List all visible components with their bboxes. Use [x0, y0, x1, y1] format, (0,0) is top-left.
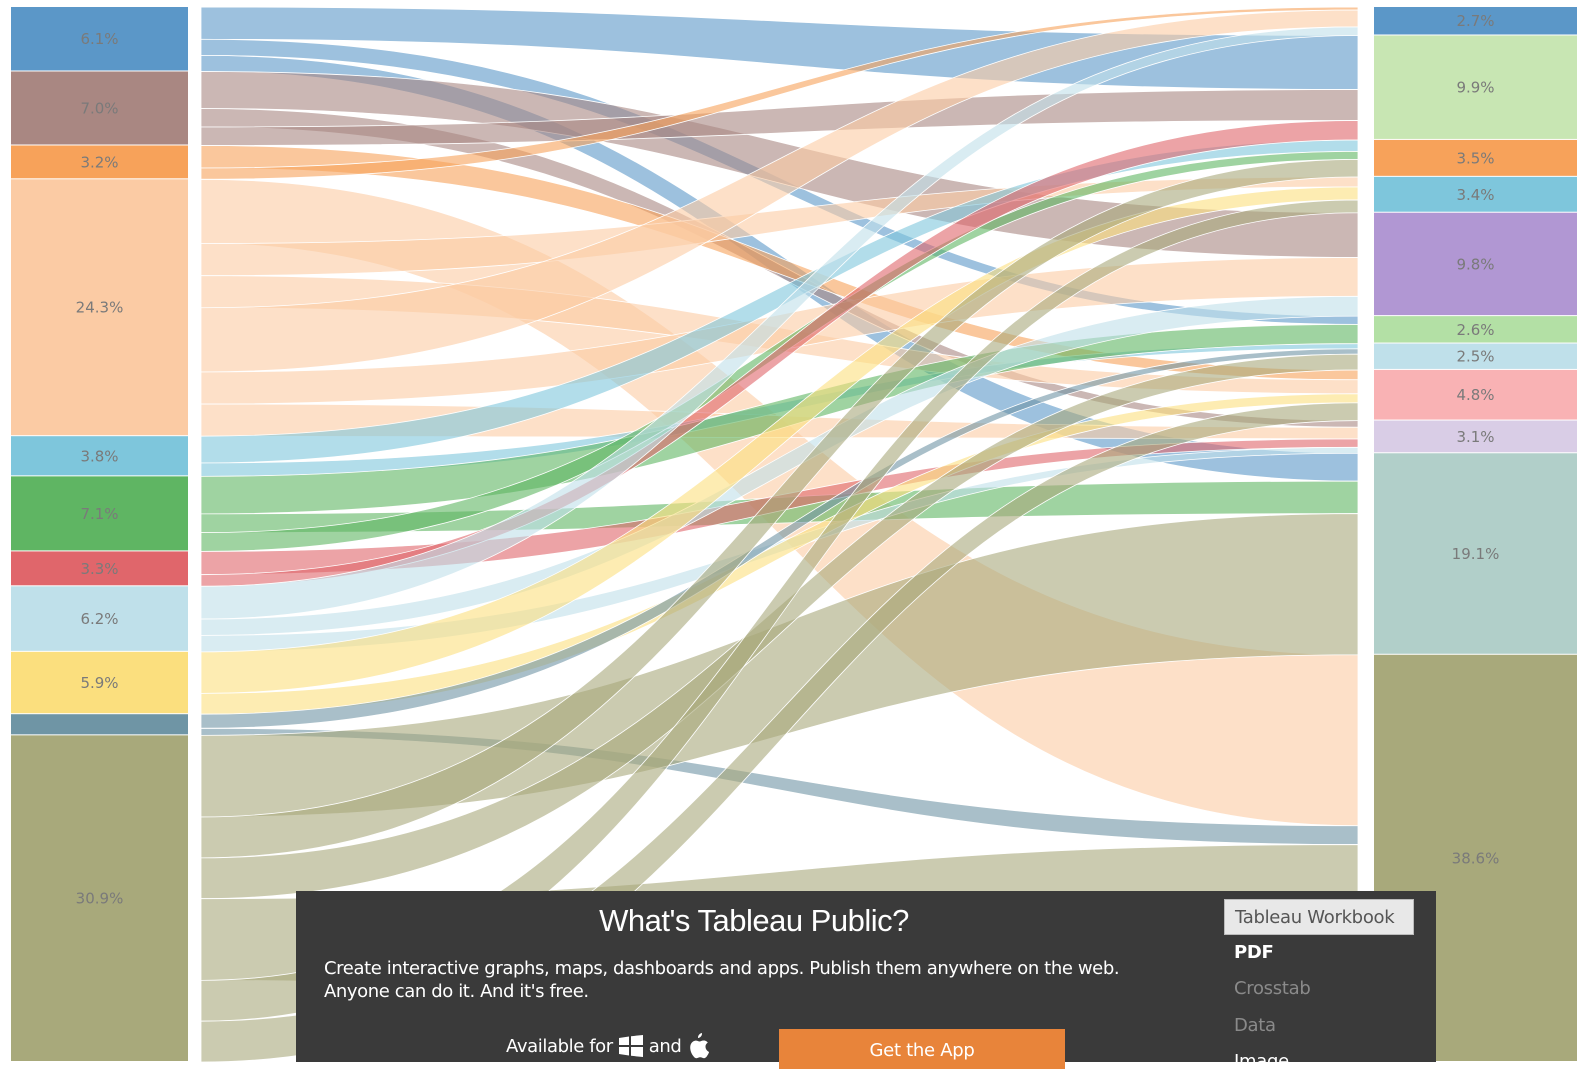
right-segment-label: 2.6%: [1456, 321, 1494, 339]
download-menu: Tableau Workbook PDF Crosstab Data Image: [1212, 891, 1436, 1072]
flow-ribbon[interactable]: [200, 145, 1359, 381]
left-segment-label: 5.9%: [80, 674, 118, 692]
right-segment[interactable]: [1374, 316, 1577, 343]
left-segment-label: 7.1%: [80, 505, 118, 523]
left-segment[interactable]: [11, 714, 188, 735]
left-segment[interactable]: [11, 551, 188, 586]
flow-ribbon[interactable]: [200, 26, 1359, 620]
left-segment[interactable]: [11, 436, 188, 476]
right-segment-label: 3.5%: [1456, 149, 1494, 167]
download-pdf[interactable]: PDF: [1234, 942, 1274, 963]
left-segment-label: 7.0%: [80, 99, 118, 117]
windows-icon: [618, 1035, 643, 1057]
popup-description-line: Anyone can do it. And it's free.: [324, 981, 589, 1002]
download-data[interactable]: Data: [1234, 1015, 1276, 1036]
right-segment[interactable]: [1374, 420, 1577, 453]
available-and: and: [648, 1035, 682, 1057]
right-segment-label: 2.5%: [1456, 348, 1494, 366]
popup-description-line: Create interactive graphs, maps, dashboa…: [324, 958, 1120, 979]
right-segment-label: 19.1%: [1452, 545, 1500, 563]
left-segment-label: 3.3%: [80, 560, 118, 578]
left-segment[interactable]: [11, 735, 188, 1061]
get-the-app-button[interactable]: Get the App: [779, 1029, 1065, 1069]
left-segment-label: 3.2%: [80, 153, 118, 171]
right-segment-label: 3.4%: [1456, 186, 1494, 204]
right-segment[interactable]: [1374, 369, 1577, 420]
left-segment[interactable]: [11, 179, 188, 436]
left-segment[interactable]: [11, 651, 188, 714]
right-segment[interactable]: [1374, 343, 1577, 369]
right-segment-label: 2.7%: [1456, 12, 1494, 30]
right-segment-label: 9.8%: [1456, 255, 1494, 273]
left-segment-label: 24.3%: [76, 299, 124, 317]
flow-ribbon[interactable]: [200, 199, 1359, 1022]
right-segment[interactable]: [1374, 139, 1577, 176]
right-segment-label: 3.1%: [1456, 428, 1494, 446]
right-segment[interactable]: [1374, 176, 1577, 212]
right-segment-label: 38.6%: [1452, 849, 1500, 867]
left-segment[interactable]: [11, 7, 188, 71]
right-segment-label: 4.8%: [1456, 386, 1494, 404]
left-stacked-bar: 6.1% 7.0% 3.2% 24.3% 3.8% 7.1% 3.3% 6.2% 5.9% 30.…: [11, 7, 188, 1061]
available-label: Available for: [506, 1035, 613, 1057]
left-segment-label: 6.1%: [80, 30, 118, 48]
left-segment[interactable]: [11, 476, 188, 551]
popup-title: What's Tableau Public?: [599, 903, 909, 938]
left-segment-label: 6.2%: [80, 610, 118, 628]
flow-ribbon[interactable]: [200, 353, 1359, 900]
left-segment-label: 3.8%: [80, 447, 118, 465]
download-tableau-workbook[interactable]: Tableau Workbook: [1224, 899, 1414, 935]
right-segment[interactable]: [1374, 35, 1577, 139]
right-segment[interactable]: [1374, 453, 1577, 654]
tableau-public-popup: What's Tableau Public? Create interactiv…: [296, 891, 1212, 1069]
right-segment-label: 9.9%: [1456, 79, 1494, 97]
right-segment[interactable]: [1374, 7, 1577, 35]
right-segment[interactable]: [1374, 212, 1577, 316]
apple-icon: [687, 1033, 710, 1059]
left-segment[interactable]: [11, 145, 188, 179]
flow-ribbons: [200, 6, 1359, 1062]
left-segment-label: 30.9%: [76, 890, 124, 908]
flow-ribbon[interactable]: [200, 158, 1359, 859]
left-segment[interactable]: [11, 71, 188, 145]
popup-description: Create interactive graphs, maps, dashboa…: [324, 957, 1164, 1003]
download-crosstab[interactable]: Crosstab: [1234, 978, 1311, 999]
availability: Available for and: [506, 1033, 710, 1059]
download-image[interactable]: Image: [1234, 1051, 1289, 1072]
left-segment[interactable]: [11, 586, 188, 651]
